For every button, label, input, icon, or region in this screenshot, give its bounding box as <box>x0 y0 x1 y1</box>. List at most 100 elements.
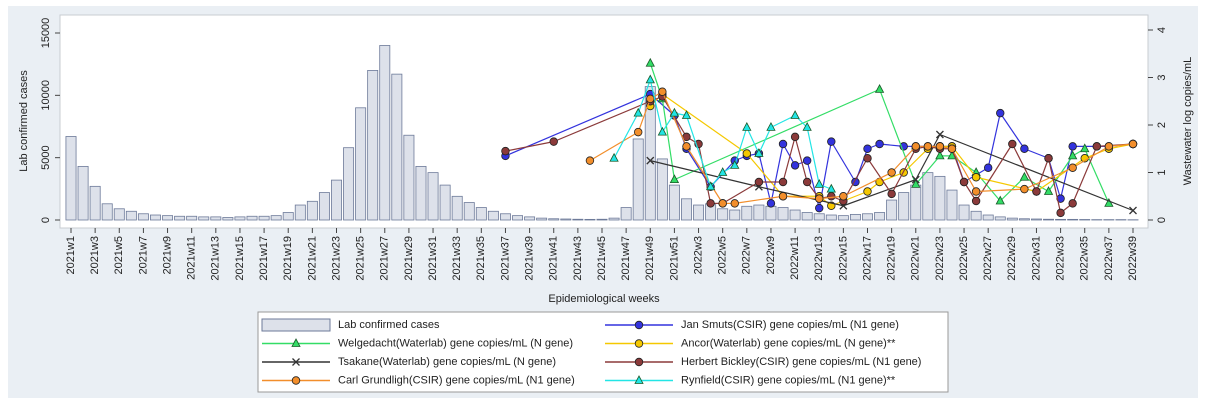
bar <box>766 206 776 220</box>
series-marker <box>996 109 1004 117</box>
bar <box>899 193 909 220</box>
legend-label: Welgedacht(Waterlab) gene copies/mL (N g… <box>338 337 573 349</box>
bar <box>488 211 498 220</box>
bar <box>428 173 438 220</box>
bar <box>525 217 535 220</box>
bar <box>259 216 269 220</box>
x-tick-label: 2022w21 <box>910 236 922 281</box>
bar <box>754 205 764 220</box>
bar <box>621 208 631 220</box>
bar <box>718 209 728 220</box>
series-marker <box>779 192 787 200</box>
bar <box>211 217 221 220</box>
y-tick-label: 5000 <box>40 145 52 169</box>
y2-axis-label: Wastewater log copies/mL <box>1182 57 1194 186</box>
series-marker <box>876 140 884 148</box>
bar <box>850 214 860 220</box>
series-marker <box>502 147 510 155</box>
bar <box>235 217 245 220</box>
bar <box>187 216 197 220</box>
bar <box>331 180 341 220</box>
bar <box>983 215 993 220</box>
series-marker <box>1033 188 1041 196</box>
bar <box>307 201 317 220</box>
series-marker <box>731 200 739 208</box>
legend-marker <box>635 340 643 348</box>
bar <box>947 190 957 220</box>
x-tick-label: 2021w7 <box>137 236 149 275</box>
x-tick-label: 2021w17 <box>258 236 270 281</box>
x-tick-label: 2022w23 <box>934 236 946 281</box>
y2-tick-label: 0 <box>1156 217 1168 223</box>
y2-tick-label: 3 <box>1156 74 1168 80</box>
x-tick-label: 2022w13 <box>813 236 825 281</box>
x-tick-label: 2021w21 <box>306 236 318 281</box>
bar <box>549 219 559 220</box>
bar <box>814 214 824 220</box>
series-marker <box>888 169 896 177</box>
bar <box>440 185 450 220</box>
bar <box>633 139 643 220</box>
x-tick-label: 2021w11 <box>186 236 198 280</box>
x-tick-label: 2021w23 <box>330 236 342 281</box>
series-marker <box>550 138 558 146</box>
x-tick-label: 2022w29 <box>1006 236 1018 281</box>
x-tick-label: 2021w13 <box>210 236 222 281</box>
series-marker <box>1057 209 1065 217</box>
bar <box>319 193 329 220</box>
legend-marker <box>635 321 643 329</box>
series-marker <box>634 128 642 136</box>
series-marker <box>864 188 872 196</box>
series-marker <box>827 192 835 200</box>
bar <box>681 199 691 220</box>
bar <box>356 108 366 220</box>
series-marker <box>924 143 932 151</box>
bar <box>162 216 172 220</box>
y-tick-label: 15000 <box>40 18 52 49</box>
legend-label: Tsakane(Waterlab) gene copies/mL (N gene… <box>338 356 556 368</box>
series-marker <box>791 133 799 141</box>
bar <box>778 208 788 220</box>
bar <box>138 214 148 220</box>
bar <box>887 200 897 220</box>
bar <box>175 216 185 220</box>
bar <box>247 216 257 220</box>
x-tick-label: 2022w25 <box>958 236 970 281</box>
bar <box>742 206 752 220</box>
bar <box>283 213 293 220</box>
bar <box>609 218 619 220</box>
bar <box>923 173 933 220</box>
bar <box>368 70 378 220</box>
series-marker <box>815 204 823 212</box>
x-tick-label: 2022w11 <box>789 236 801 280</box>
series-marker <box>683 143 691 151</box>
bar <box>730 210 740 220</box>
x-tick-label: 2022w37 <box>1103 236 1115 281</box>
series-marker <box>1105 143 1113 151</box>
x-tick-label: 2022w5 <box>717 236 729 275</box>
series-marker <box>840 192 848 200</box>
series-marker <box>755 178 763 186</box>
x-tick-label: 2021w39 <box>523 236 535 281</box>
series-marker <box>779 140 787 148</box>
series-marker <box>1021 185 1029 193</box>
y2-tick-label: 4 <box>1156 27 1168 33</box>
series-marker <box>948 145 956 153</box>
y-tick-label: 10000 <box>40 80 52 111</box>
x-tick-label: 2022w7 <box>741 236 753 275</box>
bar <box>995 217 1005 220</box>
series-marker <box>791 162 799 170</box>
legend-marker <box>292 377 300 385</box>
x-tick-label: 2022w27 <box>982 236 994 281</box>
x-tick-label: 2021w35 <box>475 236 487 281</box>
legend-swatch <box>262 319 330 331</box>
series-marker <box>864 145 872 153</box>
series-marker <box>646 95 654 103</box>
bar <box>452 196 462 220</box>
series-marker <box>719 200 727 208</box>
series-marker <box>1069 143 1077 151</box>
series-marker <box>743 150 751 158</box>
x-tick-label: 2021w47 <box>620 236 632 281</box>
bar <box>199 217 209 220</box>
